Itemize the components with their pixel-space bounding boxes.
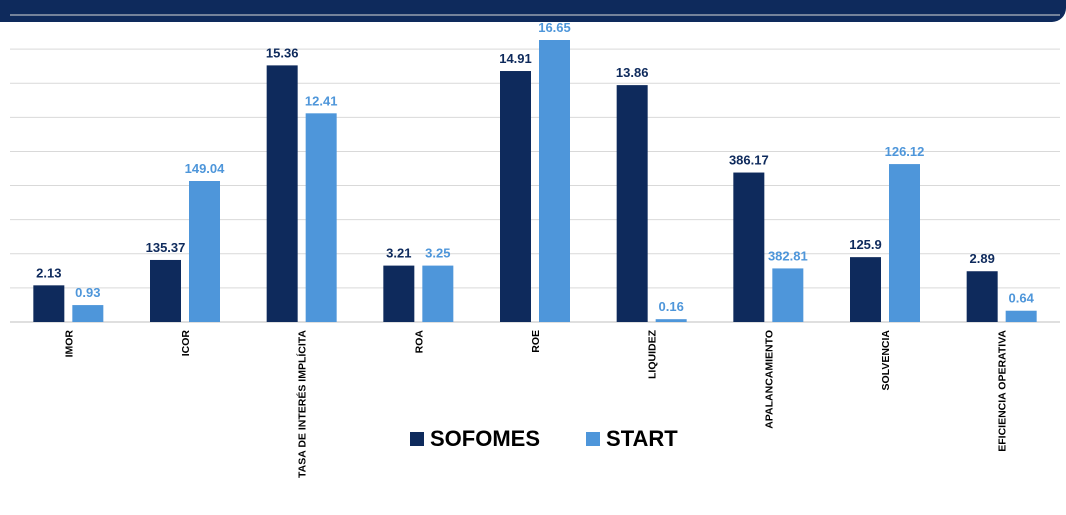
bar-sofomes (733, 172, 765, 322)
data-label-sofomes: 15.36 (266, 45, 299, 60)
x-tick-label: LIQUIDEZ (647, 329, 659, 379)
data-label-sofomes: 135.37 (146, 240, 186, 255)
bar-start (1005, 310, 1037, 322)
bar-start (655, 319, 687, 322)
data-label-start: 149.04 (185, 161, 226, 176)
bar-start (189, 181, 220, 322)
bar-sofomes (383, 265, 415, 322)
x-tick-label: ROA (413, 330, 425, 354)
legend-item-sofomes: SOFOMES (410, 426, 540, 452)
data-label-sofomes: 3.21 (386, 246, 411, 261)
data-label-start: 12.41 (305, 93, 338, 108)
x-tick-label: TASA DE INTERÉS IMPLÍCITA (296, 330, 309, 478)
bar-sofomes (33, 285, 65, 322)
data-label-start: 126.12 (885, 144, 925, 159)
bar-start (539, 40, 570, 322)
legend-swatch-start (586, 432, 601, 446)
bar-sofomes (616, 85, 648, 323)
data-label-sofomes: 125.9 (849, 237, 882, 252)
legend: SOFOMES START (410, 426, 678, 452)
bar-start (422, 265, 454, 322)
bar-start (72, 305, 104, 322)
bar-sofomes (500, 71, 531, 323)
data-label-sofomes: 14.91 (499, 51, 532, 66)
data-label-start: 0.16 (659, 299, 684, 314)
x-tick-label: EFICIENCIA OPERATIVA (997, 330, 1009, 452)
bar-start (305, 113, 337, 322)
bar-sofomes (150, 259, 181, 322)
legend-label-start: START (606, 426, 678, 451)
header-band (0, 0, 1066, 22)
legend-swatch-sofomes (410, 432, 424, 446)
legend-label-sofomes: SOFOMES (430, 426, 541, 451)
x-tick-label: ROE (530, 330, 542, 353)
bar-start (772, 268, 804, 322)
bar-sofomes (966, 271, 998, 322)
bar-sofomes (850, 257, 881, 322)
data-label-start: 0.93 (75, 285, 100, 300)
x-tick-label: APALANCAMIENTO (763, 330, 775, 429)
data-label-start: 0.64 (1009, 291, 1035, 306)
data-label-start: 16.65 (538, 20, 571, 35)
data-label-start: 382.81 (768, 248, 808, 263)
data-label-sofomes: 13.86 (616, 65, 649, 80)
data-label-sofomes: 386.17 (729, 153, 769, 168)
legend-item-start: START (586, 426, 678, 452)
data-label-sofomes: 2.89 (970, 251, 995, 266)
data-label-sofomes: 2.13 (36, 265, 61, 280)
x-tick-label: ICOR (180, 330, 192, 357)
data-label-start: 3.25 (425, 246, 450, 261)
bar-sofomes (266, 65, 298, 322)
bar-start (889, 164, 920, 322)
x-tick-label: IMOR (63, 330, 75, 358)
x-tick-label: SOLVENCIA (880, 330, 892, 391)
